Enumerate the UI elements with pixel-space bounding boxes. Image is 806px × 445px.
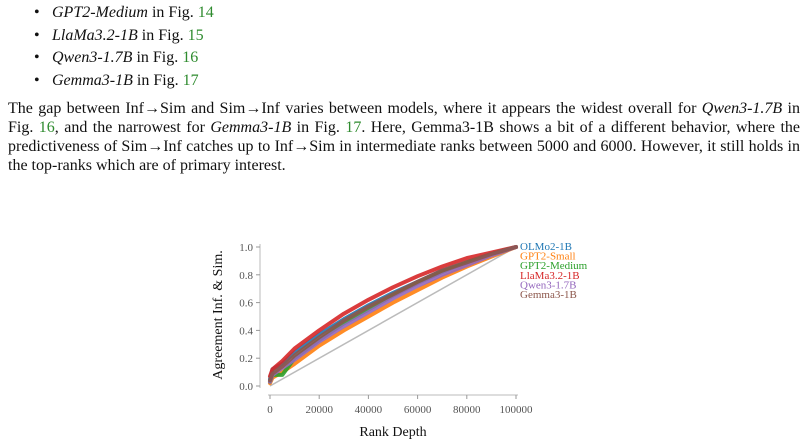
figure-link[interactable]: 17 bbox=[345, 119, 362, 136]
bullet-model: LlaMa3.2-1B bbox=[52, 26, 138, 44]
legend-label-gemma3-1b: Gemma3-1B bbox=[520, 289, 577, 301]
figure-link[interactable]: 17 bbox=[182, 71, 199, 89]
series-line-olmo2-1b bbox=[268, 245, 518, 382]
bullet-gemma: • Gemma3-1B in Fig. 17 bbox=[34, 70, 214, 93]
y-tick-label: 0.2 bbox=[239, 353, 253, 365]
y-tick-label: 0.0 bbox=[239, 381, 253, 393]
x-axis-label: Rank Depth bbox=[359, 425, 426, 440]
legend-label-olmo2-1b: OLMo2-1B bbox=[520, 241, 572, 253]
paragraph-model: Qwen3-1.7B bbox=[701, 100, 783, 117]
bullet-model: GPT2-Medium bbox=[52, 4, 148, 21]
legend-label-gpt2-medium: GPT2-Medium bbox=[520, 260, 588, 272]
body-paragraph: The gap between Inf→Sim and Sim→Inf vari… bbox=[8, 99, 800, 175]
legend-label-qwen3-1-7b: Qwen3-1.7B bbox=[520, 279, 577, 291]
bullet-text: in Fig. bbox=[132, 49, 183, 66]
y-tick-label: 0.4 bbox=[239, 325, 253, 337]
bullet-model: Gemma3-1B bbox=[52, 71, 133, 89]
paragraph-model: Gemma3-1B bbox=[210, 119, 292, 136]
paragraph-text: The gap between Inf→Sim and Sim→Inf vari… bbox=[8, 100, 702, 117]
x-tick-label: 20000 bbox=[305, 404, 333, 416]
reference-diagonal-line bbox=[269, 246, 517, 387]
bullet-qwen: • Qwen3-1.7B in Fig. 16 bbox=[34, 47, 214, 70]
paragraph-text: in Fig. bbox=[8, 100, 804, 136]
paragraph-text: , and the narrowest for bbox=[54, 119, 211, 136]
figure-link[interactable]: 16 bbox=[182, 49, 199, 66]
chart-legend: OLMo2-1BGPT2-SmallGPT2-MediumLlaMa3.2-1B… bbox=[520, 241, 588, 301]
legend-label-gpt2-small: GPT2-Small bbox=[520, 251, 576, 263]
bullet-text: in Fig. bbox=[137, 26, 188, 44]
bullet-dot: • bbox=[34, 71, 40, 89]
model-bullet-list: • GPT2-Medium in Fig. 14 • LlaMa3.2-1B in … bbox=[34, 2, 214, 92]
paragraph-text: in Fig. bbox=[291, 119, 346, 136]
bullet-dot: • bbox=[34, 49, 40, 66]
paragraph-text: . Here, Gemma3-1B shows a bit of a diffe… bbox=[8, 119, 801, 174]
figure-link[interactable]: 15 bbox=[187, 26, 204, 44]
bullet-text: in Fig. bbox=[147, 4, 198, 21]
bullet-model: Qwen3-1.7B bbox=[52, 49, 133, 66]
y-tick-label: 1.0 bbox=[239, 242, 253, 254]
figure-link[interactable]: 14 bbox=[197, 4, 214, 21]
x-tick-label: 60000 bbox=[404, 404, 432, 416]
x-tick-label: 80000 bbox=[453, 404, 481, 416]
series-line-llama3-2-1b bbox=[268, 245, 518, 379]
x-tick-label: 100000 bbox=[500, 404, 534, 416]
x-tick-label: 0 bbox=[267, 404, 273, 416]
bullet-text: in Fig. bbox=[132, 71, 183, 89]
y-tick-label: 0.8 bbox=[239, 270, 253, 282]
legend-label-llama3-2-1b: LlaMa3.2-1B bbox=[520, 270, 580, 282]
y-axis-label: Agreement Inf. & Sim. bbox=[211, 250, 226, 379]
x-tick-label: 40000 bbox=[355, 404, 383, 416]
bullet-dot: • bbox=[34, 4, 40, 21]
chart-series-layer bbox=[268, 245, 518, 387]
bullet-gpt2-medium: • GPT2-Medium in Fig. 14 bbox=[34, 2, 214, 25]
series-line-gemma3-1b bbox=[268, 245, 518, 383]
bullet-llama: • LlaMa3.2-1B in Fig. 15 bbox=[34, 25, 214, 48]
y-tick-label: 0.6 bbox=[239, 298, 253, 310]
chart-axes: 0.0 0.2 0.4 0.6 0.8 1.0 0 20000 40000 60000 80000 1… bbox=[239, 242, 533, 416]
figure-link[interactable]: 16 bbox=[38, 119, 55, 136]
bullet-dot: • bbox=[34, 26, 40, 44]
